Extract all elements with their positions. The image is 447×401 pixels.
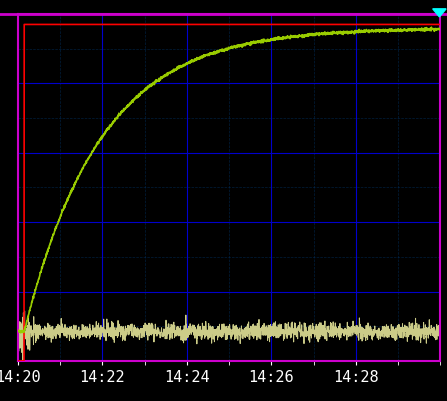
Polygon shape [433, 9, 446, 17]
